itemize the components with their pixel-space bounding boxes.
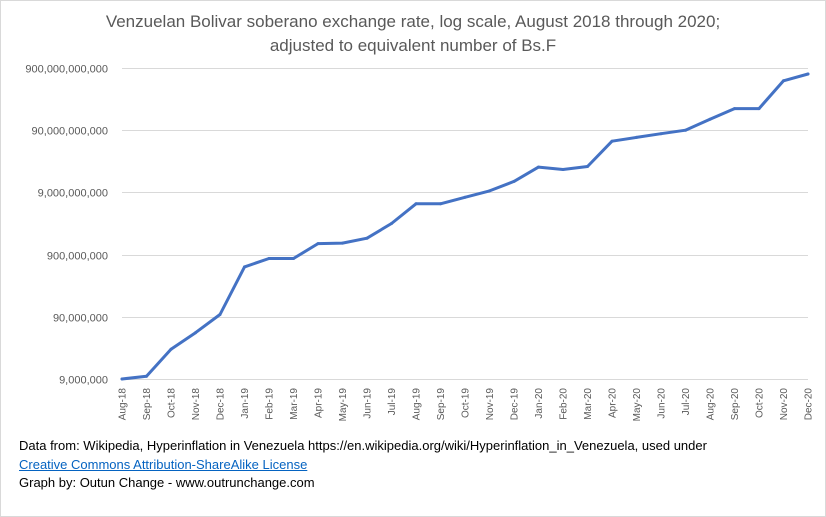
x-tick-label: Jul-19	[387, 388, 398, 416]
x-tick-label: Dec-18	[216, 388, 227, 421]
license-link[interactable]: Creative Commons Attribution-ShareAlike …	[19, 456, 308, 472]
data-point	[488, 189, 491, 193]
x-tick-label: Jun-20	[657, 388, 668, 419]
data-point	[243, 265, 246, 269]
chart-title-line-2: adjusted to equivalent number of Bs.F	[270, 36, 556, 55]
series-line	[120, 72, 810, 381]
x-tick-label: Oct-19	[461, 388, 472, 418]
data-point	[537, 165, 540, 169]
data-point	[757, 107, 761, 111]
data-point	[512, 179, 516, 183]
y-tick-label: 900,000,000	[47, 251, 108, 263]
data-point	[684, 128, 687, 132]
data-point	[782, 79, 785, 83]
data-point	[365, 236, 369, 240]
data-point	[316, 242, 320, 246]
data-point	[390, 222, 393, 225]
data-point	[610, 139, 614, 143]
x-tick-label: Jan-20	[534, 388, 545, 419]
x-tick-label: Feb-20	[559, 388, 570, 420]
x-tick-label: Sep-19	[436, 388, 447, 421]
x-tick-label: May-19	[338, 388, 349, 422]
x-tick-label: Nov-18	[191, 388, 202, 421]
x-tick-label: Nov-20	[779, 388, 790, 421]
footer-source-text: Data from: Wikipedia, Hyperinflation in …	[19, 438, 707, 453]
data-point	[708, 117, 712, 121]
footer-credit-text: Graph by: Outun Change - www.outrunchang…	[19, 475, 315, 490]
y-tick-label: 90,000,000,000	[32, 126, 108, 138]
data-point	[414, 202, 418, 206]
y-tick-label: 90,000,000	[53, 313, 108, 325]
x-tick-label: Aug-19	[412, 388, 423, 421]
x-tick-label: Aug-18	[118, 388, 129, 421]
y-tick-label: 9,000,000	[59, 375, 108, 387]
x-tick-label: Mar-20	[583, 388, 594, 420]
chart-footer: Data from: Wikipedia, Hyperinflation in …	[19, 437, 707, 493]
chart-area: Venzuelan Bolivar soberano exchange rate…	[25, 12, 815, 422]
x-tick-label: Sep-18	[142, 388, 153, 421]
data-point	[194, 331, 197, 335]
data-point	[463, 195, 467, 199]
x-tick-label: Mar-19	[289, 388, 300, 420]
x-tick-label: Feb-19	[265, 388, 276, 420]
data-point	[659, 132, 663, 136]
x-tick-label: Jun-19	[363, 388, 374, 419]
x-tick-label: Apr-20	[608, 388, 619, 418]
data-point	[733, 107, 736, 111]
x-tick-label: Jan-19	[240, 388, 251, 419]
data-point	[169, 347, 173, 351]
data-point	[635, 135, 638, 139]
x-tick-label: Apr-19	[314, 388, 325, 418]
x-tick-label: Oct-20	[755, 388, 766, 418]
x-tick-label: Jul-20	[681, 388, 692, 416]
x-tick-label: Dec-20	[804, 388, 815, 421]
x-tick-label: Sep-20	[730, 388, 741, 421]
y-tick-label: 900,000,000,000	[25, 64, 108, 76]
x-tick-label: Dec-19	[510, 388, 521, 421]
chart-title-line-1: Venzuelan Bolivar soberano exchange rate…	[106, 12, 720, 31]
x-tick-label: Oct-18	[167, 388, 178, 418]
data-point	[292, 257, 295, 260]
data-point	[561, 168, 565, 171]
data-point	[145, 374, 148, 378]
x-tick-label: Nov-19	[485, 388, 496, 421]
x-tick-label: Aug-20	[706, 388, 717, 421]
data-point	[806, 72, 810, 76]
data-point	[586, 165, 589, 168]
data-point	[341, 241, 344, 245]
x-tick-label: May-20	[632, 388, 643, 422]
data-point	[120, 377, 124, 381]
data-point	[267, 257, 271, 260]
data-point	[218, 313, 222, 316]
y-tick-label: 9,000,000,000	[38, 188, 108, 200]
data-point	[439, 202, 442, 206]
